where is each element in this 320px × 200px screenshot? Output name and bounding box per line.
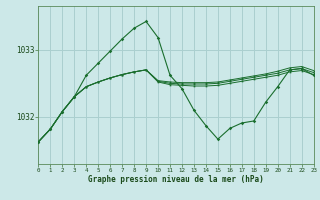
X-axis label: Graphe pression niveau de la mer (hPa): Graphe pression niveau de la mer (hPa) — [88, 175, 264, 184]
